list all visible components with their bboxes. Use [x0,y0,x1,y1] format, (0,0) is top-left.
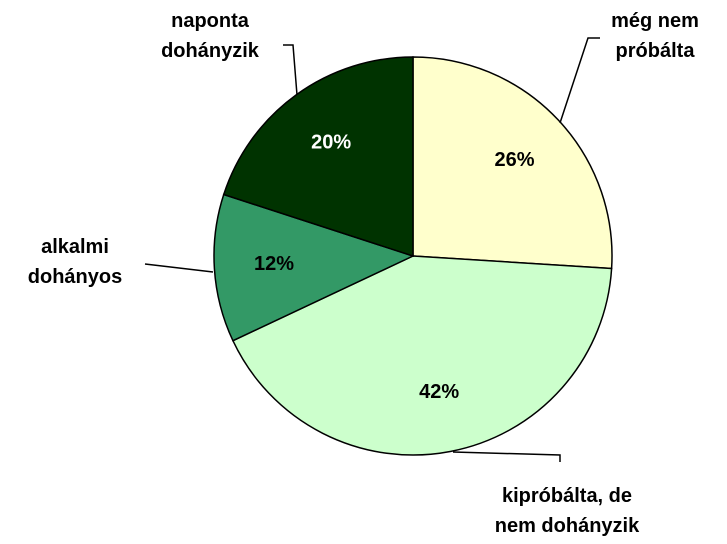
label-line: alkalmi [41,236,109,258]
category-label: naponta dohányzik [161,10,260,62]
leader-line [283,44,298,96]
pie-slice [213,193,416,342]
value-label: 26% [495,149,535,171]
label-line: kipróbálta, de [502,485,632,507]
label-line: dohányos [28,266,122,288]
category-label: kipróbálta, de nem dohányzik [495,485,640,537]
pie-slice [222,56,414,258]
label-line: naponta [171,10,250,32]
pie-slice [231,255,613,456]
leader-line [144,263,214,273]
label-line: nem dohányzik [495,515,640,537]
leader-line [559,37,600,124]
value-label: 20% [311,132,351,154]
pie-slice [412,56,613,270]
value-label: 42% [419,381,459,403]
category-label: még nem próbálta [611,10,699,62]
label-line: dohányzik [161,40,260,62]
label-line: próbálta [616,40,696,62]
label-line: még nem [611,10,699,32]
value-label: 12% [254,253,294,275]
category-label: alkalmi dohányos [28,236,122,288]
leader-line [452,451,561,462]
